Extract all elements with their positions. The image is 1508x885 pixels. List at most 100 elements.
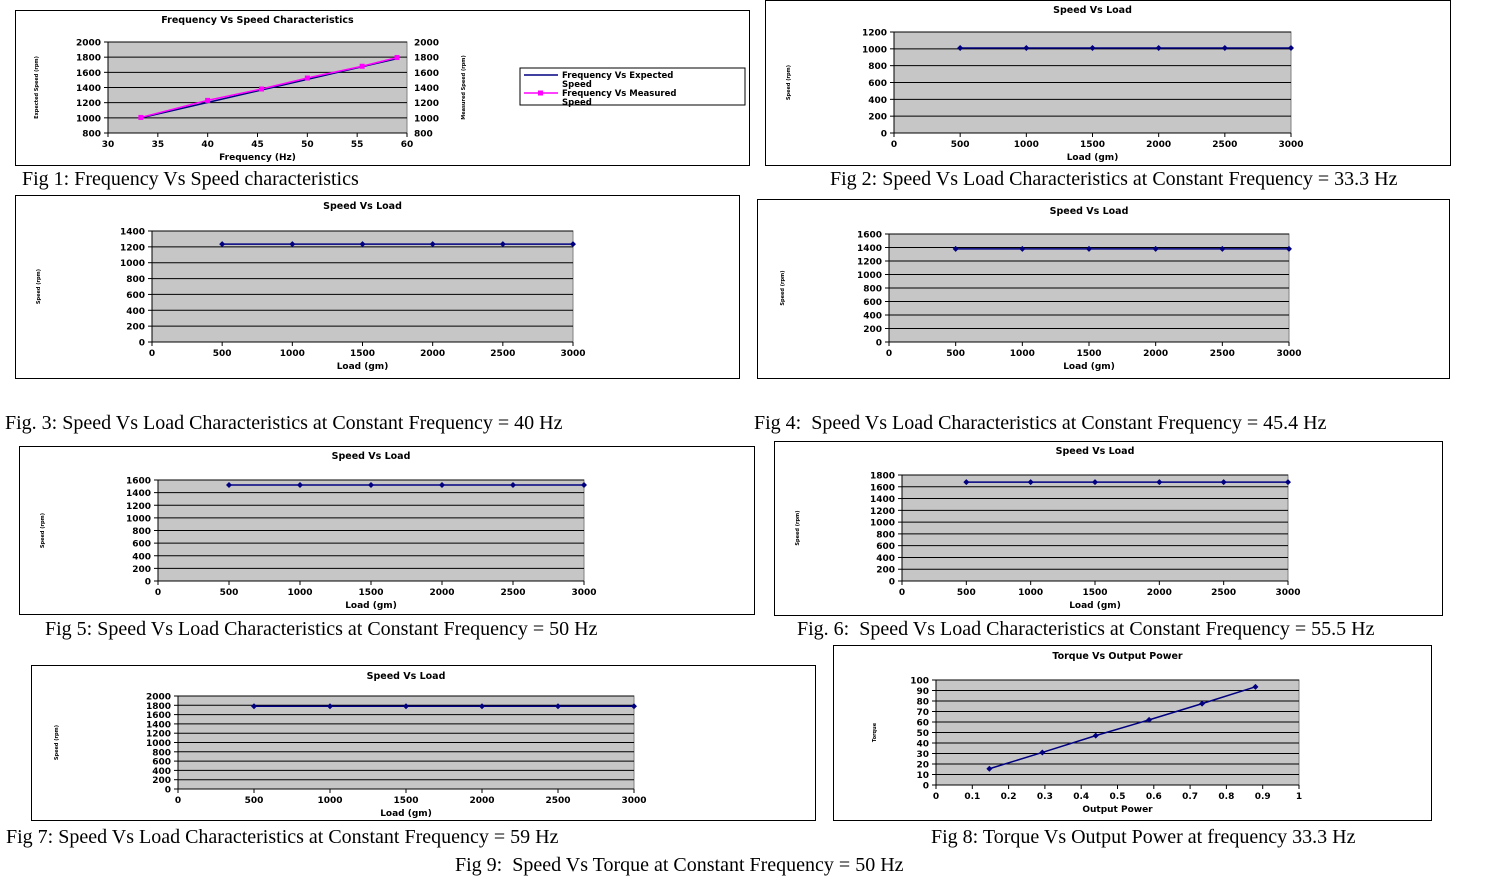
- y-tick-label: 400: [126, 307, 145, 317]
- y-tick-label: 1200: [862, 29, 887, 39]
- x-tick-label: 3000: [1278, 140, 1303, 150]
- y2-tick-label: 1200: [414, 99, 439, 109]
- x-axis-label: Load (gm): [1067, 153, 1119, 163]
- caption-fig6: Fig. 6: Speed Vs Load Characteristics at…: [797, 618, 1375, 640]
- data-point: [368, 482, 374, 489]
- plot-area: [151, 230, 574, 343]
- chart-title: Speed Vs Load: [323, 201, 402, 212]
- chart-fig8-torque-vs-power: Torque Vs Output Power 0 10 20 30 40 50 60 70 80 9…: [833, 645, 1432, 821]
- y-tick-label: 600: [126, 291, 145, 301]
- x-tick-label: 2000: [1143, 349, 1168, 359]
- data-point: [986, 765, 993, 772]
- y-tick-label: 40: [916, 740, 929, 750]
- chart-svg: Speed Vs Load020040060080010001200140016…: [40, 451, 597, 611]
- data-point: [297, 482, 303, 489]
- data-point: [1019, 245, 1026, 252]
- y-tick-label: 0: [139, 339, 145, 349]
- y-tick-label: 2000: [146, 693, 171, 703]
- y-tick-label: 200: [868, 113, 887, 123]
- data-point: [479, 703, 485, 710]
- x-tick-label: 2000: [1146, 140, 1171, 150]
- data-point: [359, 241, 366, 248]
- y-tick-label: 600: [868, 79, 887, 89]
- x-tick-label: 500: [220, 588, 239, 598]
- x-tick-label: 2000: [429, 588, 454, 598]
- y-tick-label: 2000: [76, 39, 101, 49]
- data-point: [499, 241, 506, 248]
- y-tick-label: 1000: [870, 519, 895, 529]
- x-tick-label: 0: [155, 588, 161, 598]
- x-tick-label: 3000: [571, 588, 596, 598]
- chart-title: Speed Vs Load: [332, 451, 411, 462]
- chart-title: Frequency Vs Speed Characteristics: [161, 15, 354, 26]
- y2-tick-label: 1600: [414, 69, 439, 79]
- y-tick-label: 1600: [870, 483, 895, 493]
- x-tick-label: 1: [1296, 792, 1302, 802]
- y-tick-label: 400: [876, 554, 895, 564]
- y-tick-label: 1600: [76, 69, 101, 79]
- x-tick-label: 1000: [280, 349, 305, 359]
- data-point: [1220, 479, 1227, 486]
- x-tick-label: 0: [149, 349, 155, 359]
- data-point: [226, 482, 232, 489]
- y-tick-label: 800: [868, 62, 887, 72]
- data-point: [1219, 245, 1226, 252]
- x-axis-label: Load (gm): [345, 601, 397, 611]
- y-tick-label: 1200: [146, 730, 171, 740]
- data-point: [581, 482, 587, 489]
- x-tick-label: 1500: [1076, 349, 1101, 359]
- x-tick-label: 0.8: [1218, 792, 1234, 802]
- y-axis-label: Speed (rpm): [780, 270, 786, 305]
- caption-fig1: Fig 1: Frequency Vs Speed characteristic…: [22, 168, 359, 190]
- y-tick-label: 800: [132, 527, 151, 537]
- chart-title: Speed Vs Load: [1053, 5, 1132, 16]
- y-tick-label: 1800: [76, 54, 101, 64]
- legend-box: [519, 67, 746, 106]
- x-tick-label: 2500: [500, 588, 525, 598]
- data-point: [1086, 245, 1092, 252]
- y-tick-label: 0: [923, 782, 929, 792]
- y-tick-label: 800: [126, 275, 145, 285]
- y2-tick-label: 1800: [414, 54, 439, 64]
- y-tick-label: 1000: [120, 259, 145, 269]
- series-line: [140, 56, 398, 119]
- chart-title: Speed Vs Load: [1050, 206, 1129, 217]
- y-axis-label: Speed (rpm): [36, 269, 42, 304]
- y-tick-label: 200: [876, 566, 895, 576]
- x-tick-label: 1000: [1014, 140, 1039, 150]
- data-point: [1146, 716, 1153, 723]
- y-tick-label: 200: [132, 565, 151, 575]
- y-tick-label: 1600: [146, 711, 171, 721]
- y-tick-label: 400: [863, 312, 882, 322]
- chart-fig6-speed-vs-load: Speed Vs Load 0 200 400 600 800 1000 1200 1400 16…: [774, 441, 1443, 616]
- data-point: [394, 55, 400, 61]
- x-tick-label: 500: [946, 349, 965, 359]
- y-tick-label: 1400: [870, 495, 895, 505]
- chart-fig5-speed-vs-load: Speed Vs Load 0 200 400 600 800 1000 1200 1400 16…: [19, 446, 755, 615]
- x-tick-label: 3000: [1275, 588, 1300, 598]
- data-point: [963, 479, 970, 486]
- data-point: [1039, 749, 1046, 756]
- y-tick-label: 0: [889, 578, 895, 588]
- data-point: [205, 97, 211, 103]
- y-tick-label: 600: [152, 758, 171, 768]
- data-point: [1089, 44, 1096, 51]
- legend-label: Speed: [562, 80, 592, 90]
- chart-svg: Speed Vs Load020040060080010001200140016…: [795, 446, 1301, 611]
- legend-marker: [538, 90, 543, 96]
- caption-fig2: Fig 2: Speed Vs Load Characteristics at …: [830, 168, 1398, 190]
- y-tick-label: 1000: [862, 45, 887, 55]
- y-tick-label: 80: [916, 698, 929, 708]
- y-tick-label: 400: [152, 767, 171, 777]
- x-tick-label: 500: [213, 349, 232, 359]
- y-tick-label: 200: [152, 776, 171, 786]
- data-point: [1152, 245, 1159, 252]
- x-tick-label: 2500: [1210, 349, 1235, 359]
- chart-fig4-speed-vs-load: Speed Vs Load 0 200 400 600 800 1000 1200 1400 16…: [757, 199, 1450, 379]
- series-line: [989, 686, 1256, 770]
- y-tick-label: 0: [145, 578, 151, 588]
- data-point: [289, 241, 296, 248]
- y-tick-label: 70: [916, 708, 929, 718]
- chart-svg: Speed Vs Load020040060080010001200140016…: [54, 671, 647, 819]
